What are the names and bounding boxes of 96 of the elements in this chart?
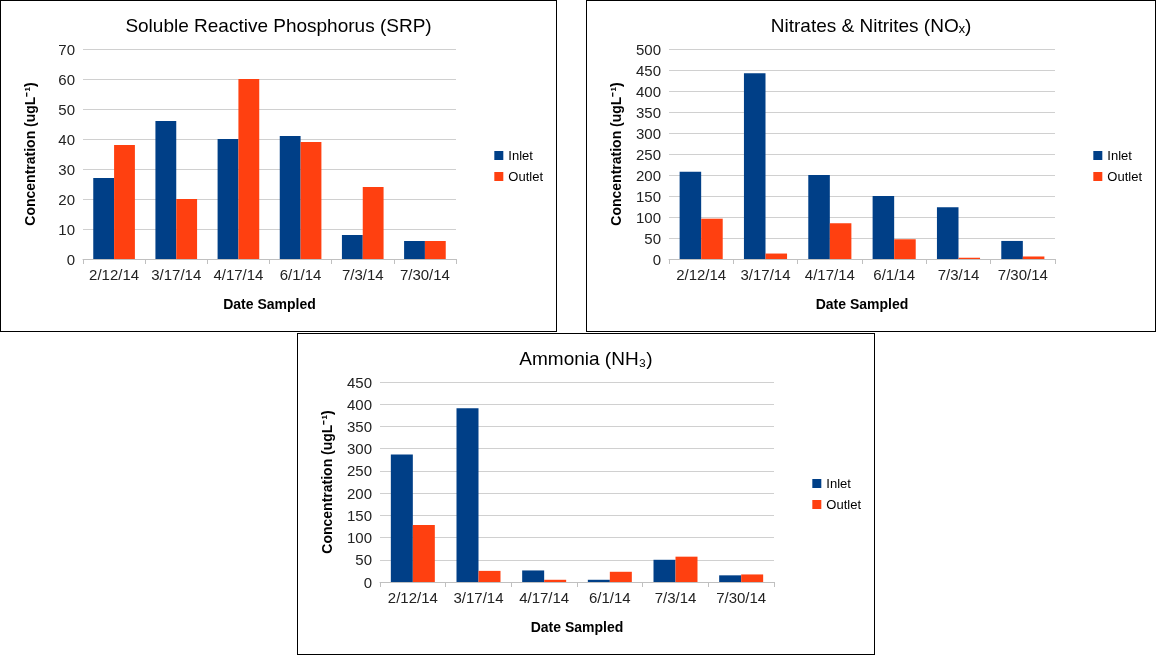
x-tick-label: 4/17/14: [213, 266, 264, 283]
bar: [1001, 240, 1023, 259]
x-tick-label: 7/30/14: [716, 589, 767, 606]
bar: [701, 218, 723, 259]
bar: [936, 207, 959, 259]
bar: [719, 575, 742, 582]
bar: [217, 139, 239, 259]
y-tick-label: 250: [635, 145, 661, 163]
y-axis-title: Concentration (ugL⁻¹): [608, 82, 624, 226]
y-tick-label: 40: [58, 130, 75, 148]
y-tick-label: 70: [58, 40, 75, 58]
y-tick-label: 200: [635, 166, 661, 184]
y-tick-label: 350: [346, 417, 372, 435]
x-axis-title: Date Sampled: [815, 296, 909, 312]
y-tick-label: 200: [346, 484, 372, 502]
bar: [412, 525, 435, 582]
x-tick-label: 7/3/14: [937, 266, 980, 283]
x-tick-label: 7/3/14: [654, 589, 697, 606]
y-tick-label: 450: [635, 61, 661, 79]
bar: [609, 571, 632, 582]
y-tick-label: 100: [635, 208, 661, 226]
y-tick-label: 0: [652, 250, 661, 268]
x-tick-label: 6/1/14: [279, 266, 322, 283]
bar: [390, 454, 413, 582]
bar: [808, 175, 830, 259]
x-tick-label: 2/12/14: [89, 266, 140, 283]
legend-label: Outlet: [508, 169, 544, 184]
y-tick-label: 10: [58, 220, 75, 238]
y-tick-label: 400: [346, 395, 372, 413]
bar: [279, 136, 301, 259]
bar: [341, 235, 363, 259]
x-tick-label: 2/12/14: [676, 266, 727, 283]
y-tick-label: 250: [346, 462, 372, 480]
legend-label: Inlet: [826, 476, 852, 491]
y-tick-label: 0: [363, 573, 372, 591]
y-tick-label: 500: [635, 40, 661, 58]
x-tick-label: 7/30/14: [997, 266, 1048, 283]
bar: [114, 145, 135, 259]
y-tick-label: 300: [346, 440, 372, 458]
y-tick-label: 30: [58, 160, 75, 178]
bar: [829, 223, 852, 259]
x-tick-label: 4/17/14: [804, 266, 855, 283]
y-axis-title: Concentration (ugL⁻¹): [22, 82, 38, 226]
legend-label: Outlet: [826, 497, 862, 512]
x-tick-label: 2/12/14: [387, 589, 438, 606]
bar: [176, 199, 198, 259]
legend-label: Inlet: [1107, 148, 1133, 163]
y-tick-label: 450: [346, 373, 372, 391]
y-tick-label: 60: [58, 70, 75, 88]
bar: [1022, 256, 1045, 259]
x-tick-label: 4/17/14: [519, 589, 570, 606]
y-axis-title: Concentration (ugL⁻¹): [319, 410, 335, 554]
bar: [362, 187, 384, 259]
chart-title: Nitrates & Nitrites (NOₓ): [770, 15, 972, 36]
y-tick-label: 50: [355, 551, 372, 569]
bar: [155, 121, 177, 259]
bar: [93, 178, 115, 259]
y-tick-label: 100: [346, 529, 372, 547]
x-tick-label: 3/17/14: [740, 266, 791, 283]
x-tick-label: 3/17/14: [151, 266, 202, 283]
bar: [544, 579, 567, 582]
bar: [404, 241, 425, 259]
bar: [679, 171, 702, 259]
legend-label: Inlet: [508, 148, 534, 163]
y-tick-label: 300: [635, 124, 661, 142]
bar: [587, 579, 610, 582]
x-tick-label: 7/30/14: [399, 266, 450, 283]
bar: [424, 241, 446, 259]
bar: [300, 142, 322, 259]
y-tick-label: 350: [635, 103, 661, 121]
x-tick-label: 3/17/14: [453, 589, 504, 606]
x-axis-title: Date Sampled: [530, 619, 624, 635]
y-tick-label: 400: [635, 82, 661, 100]
y-tick-label: 150: [346, 506, 372, 524]
y-tick-label: 150: [635, 187, 661, 205]
bar: [522, 570, 545, 582]
y-tick-label: 50: [644, 229, 661, 247]
bar: [872, 196, 895, 259]
bar: [741, 574, 764, 582]
bar: [653, 559, 676, 582]
chart-title: Soluble Reactive Phosphorus (SRP): [125, 15, 432, 36]
y-tick-label: 50: [58, 100, 75, 118]
y-tick-label: 20: [58, 190, 75, 208]
bar: [894, 239, 916, 259]
chart-title: Ammonia (NH₃): [519, 348, 653, 369]
x-axis-title: Date Sampled: [223, 296, 316, 312]
x-tick-label: 6/1/14: [873, 266, 916, 283]
y-tick-label: 0: [66, 250, 75, 268]
bar: [456, 408, 479, 582]
bar: [238, 79, 260, 259]
bar: [478, 570, 501, 582]
bar: [743, 73, 766, 259]
x-tick-label: 6/1/14: [588, 589, 631, 606]
legend-label: Outlet: [1107, 169, 1143, 184]
bar: [675, 556, 698, 582]
x-tick-label: 7/3/14: [341, 266, 384, 283]
